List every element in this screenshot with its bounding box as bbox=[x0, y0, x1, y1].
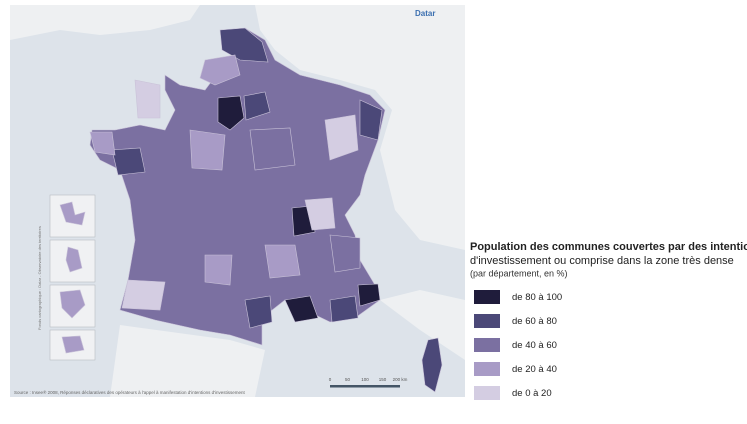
department bbox=[244, 295, 273, 329]
department bbox=[243, 91, 271, 121]
legend: Population des communes couvertes par de… bbox=[470, 241, 747, 400]
legend-label: de 60 à 80 bbox=[512, 316, 557, 327]
reunion bbox=[61, 335, 85, 354]
department bbox=[304, 197, 336, 231]
department bbox=[329, 295, 359, 323]
legend-label: de 20 à 40 bbox=[512, 364, 557, 375]
legend-swatch bbox=[474, 362, 500, 376]
department bbox=[219, 27, 269, 63]
spain bbox=[110, 325, 265, 397]
neighbour-land bbox=[255, 5, 465, 250]
scale-bar: 0 50 100 150 200 km bbox=[329, 377, 408, 388]
side-note: Fonds cartographique : Datar - Observato… bbox=[37, 226, 42, 330]
department bbox=[249, 127, 296, 171]
department bbox=[111, 147, 146, 176]
italy bbox=[380, 290, 465, 360]
scale-label: 0 bbox=[329, 377, 332, 382]
france bbox=[89, 27, 386, 346]
scale-label: 200 km bbox=[393, 377, 408, 382]
legend-swatch bbox=[474, 338, 500, 352]
corsica bbox=[421, 337, 443, 393]
legend-label: de 80 à 100 bbox=[512, 292, 562, 303]
guyane bbox=[59, 289, 86, 319]
department bbox=[204, 254, 233, 286]
department bbox=[121, 279, 166, 311]
department bbox=[134, 79, 161, 119]
legend-title: d'investissement ou comprise dans la zon… bbox=[470, 255, 734, 267]
source: Source : Insee® 2008, Réponses déclarati… bbox=[14, 389, 246, 395]
brand: Datar bbox=[415, 9, 435, 18]
department bbox=[264, 244, 301, 279]
legend-swatch bbox=[474, 314, 500, 328]
guadeloupe bbox=[59, 201, 86, 226]
legend-subtitle: (par département, en %) bbox=[470, 268, 568, 278]
scale-label: 50 bbox=[345, 377, 351, 382]
department bbox=[284, 295, 319, 323]
department bbox=[189, 129, 226, 171]
department bbox=[324, 114, 359, 161]
legend-label: de 40 à 60 bbox=[512, 340, 557, 351]
legend-title: Population des communes couvertes par de… bbox=[470, 241, 747, 253]
legend-swatch bbox=[474, 290, 500, 304]
scale-line bbox=[330, 385, 400, 388]
department bbox=[217, 95, 245, 131]
legend-label: de 0 à 20 bbox=[512, 388, 552, 399]
scale-label: 150 bbox=[379, 377, 387, 382]
england bbox=[10, 5, 200, 40]
department bbox=[199, 54, 241, 86]
department bbox=[359, 99, 383, 141]
department bbox=[89, 131, 116, 156]
martinique bbox=[65, 246, 83, 273]
scale-label: 100 bbox=[361, 377, 369, 382]
department bbox=[329, 234, 361, 273]
legend-swatch bbox=[474, 386, 500, 400]
department bbox=[357, 283, 381, 307]
